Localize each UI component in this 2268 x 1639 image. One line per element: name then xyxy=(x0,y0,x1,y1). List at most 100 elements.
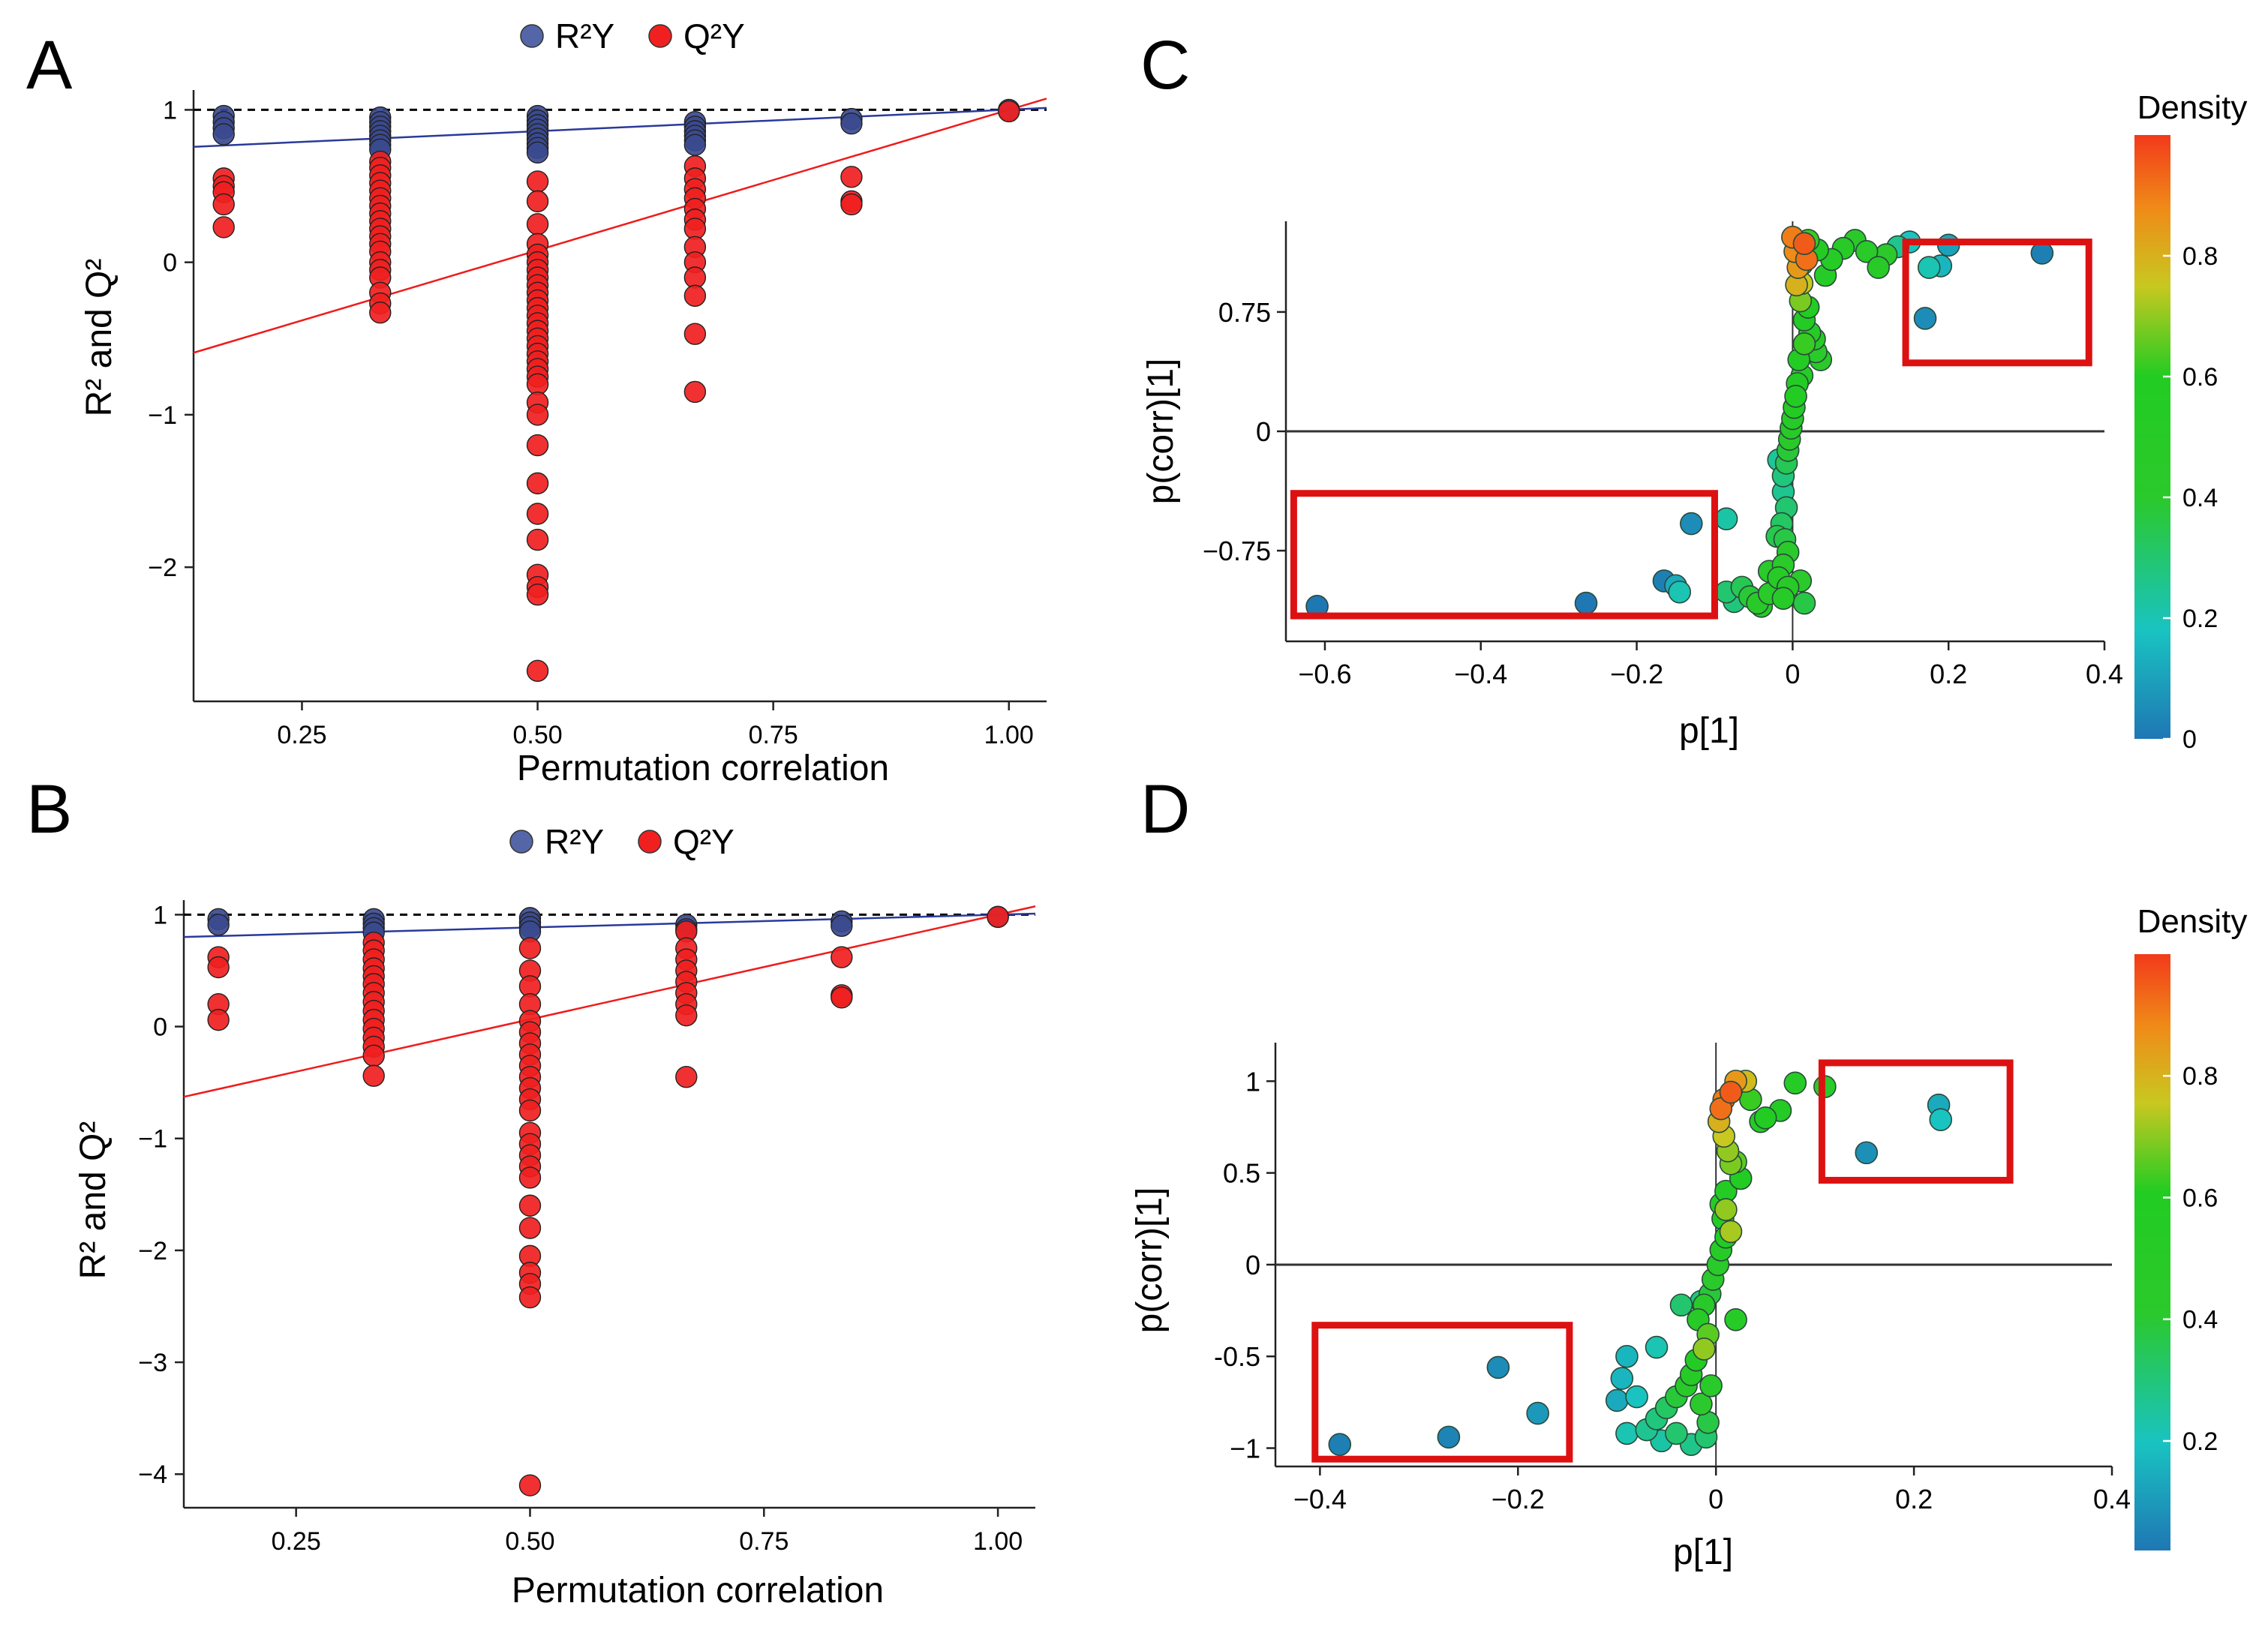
q2y-point xyxy=(212,193,235,216)
variable-point xyxy=(1486,1355,1510,1379)
regression-line-q2y xyxy=(193,98,1047,354)
variable-point xyxy=(1615,1421,1639,1445)
legend-label-q2y: Q²Y xyxy=(683,17,745,56)
q2y-point xyxy=(212,216,235,239)
variable-point xyxy=(1792,332,1816,356)
r2y-point xyxy=(831,914,853,938)
legend: R²Y Q²Y xyxy=(509,822,734,861)
y-axis-ticks: 1 0.5 0 -0.5 −1 xyxy=(1214,1066,1275,1464)
variable-point xyxy=(1615,1344,1639,1368)
q2y-point xyxy=(683,380,707,404)
q2y-point xyxy=(526,503,549,525)
regression-line-r2y xyxy=(193,107,1047,149)
q2y-point xyxy=(518,1286,542,1309)
y-tick-label: 0 xyxy=(1245,1250,1260,1280)
q2y-point xyxy=(526,659,549,683)
zero-lines xyxy=(1286,221,2104,641)
x-tick-label: 0 xyxy=(1785,659,1800,689)
colorbar-title: Density xyxy=(2137,903,2248,940)
panel-letter-d: D xyxy=(1140,771,1190,848)
x-tick-label: 0.25 xyxy=(277,721,326,749)
q2y-point xyxy=(362,1044,385,1067)
variable-point xyxy=(1574,591,1598,615)
q2y-point xyxy=(207,956,230,979)
q2y-point xyxy=(526,584,549,606)
regression-line-r2y xyxy=(183,912,1036,938)
y-tick-label: 1 xyxy=(1245,1066,1260,1097)
q2y-point xyxy=(987,905,1009,929)
x-axis-label: p[1] xyxy=(1673,1532,1733,1572)
x-tick-label: 0.2 xyxy=(1930,659,1967,689)
legend-marker-r2y xyxy=(520,24,544,48)
q2y-point xyxy=(526,472,549,495)
colorbar-tick-label: 0.8 xyxy=(2182,1062,2218,1091)
regression-lines xyxy=(193,98,1047,354)
q2y-point xyxy=(675,1004,698,1027)
variable-point xyxy=(1668,580,1692,604)
q2y-point xyxy=(831,986,853,1009)
q2y-point xyxy=(518,1474,542,1496)
permutation-plot-b: R²Y Q²Y 0.25 0.50 0.75 1.00 1 0 −1 −2 −3 −4 Perm… xyxy=(74,822,1036,1610)
variable-point xyxy=(1437,1425,1461,1449)
y-tick-label: −0.75 xyxy=(1203,536,1271,566)
variable-point xyxy=(1724,1308,1747,1331)
x-tick-label: 0.4 xyxy=(2086,659,2123,689)
x-axis-ticks: −0.6 −0.4 −0.2 0 0.2 0.4 xyxy=(1298,641,2123,689)
x-axis-label: p[1] xyxy=(1679,711,1739,751)
variable-point xyxy=(1610,1367,1634,1390)
q2y-point xyxy=(683,284,707,308)
q2y-point xyxy=(998,100,1020,123)
regression-line-q2y xyxy=(183,905,1036,1098)
y-tick-label: −2 xyxy=(138,1237,167,1265)
x-tick-label: −0.2 xyxy=(1610,659,1663,689)
y-tick-label: −3 xyxy=(138,1349,167,1377)
x-axis-ticks: 0.25 0.50 0.75 1.00 xyxy=(277,701,1034,749)
variable-point xyxy=(1855,240,1879,263)
q2y-point xyxy=(518,1194,542,1217)
y-tick-label: −1 xyxy=(148,401,177,430)
q2y-point xyxy=(840,166,863,188)
legend-marker-q2y xyxy=(638,830,662,854)
variable-point xyxy=(1680,512,1703,536)
colorbar-tick-label: 0.4 xyxy=(2182,484,2218,512)
legend-label-r2y: R²Y xyxy=(545,822,604,861)
data-points xyxy=(1305,225,2054,618)
q2y-point xyxy=(518,1099,542,1122)
y-axis-ticks: 0.75 0 −0.75 xyxy=(1203,297,1286,566)
variable-point xyxy=(2030,242,2054,265)
q2y-point xyxy=(526,434,549,457)
r2y-point xyxy=(683,134,707,156)
variable-point xyxy=(1699,1374,1723,1397)
colorbar: Density 0.8 0.6 0.4 0.2 0 xyxy=(2134,89,2247,754)
colorbar-tick-label: 0.8 xyxy=(2182,242,2218,271)
variable-point xyxy=(1783,1071,1807,1095)
q2y-point xyxy=(675,1065,698,1088)
variable-point xyxy=(1625,1385,1648,1409)
y-tick-label: −1 xyxy=(138,1125,167,1154)
panel-letter-c: C xyxy=(1140,27,1190,104)
y-axis-label: p(corr)[1] xyxy=(1141,359,1181,505)
x-tick-label: 0.4 xyxy=(2093,1484,2131,1514)
variable-point xyxy=(1771,587,1795,611)
x-tick-label: 1.00 xyxy=(984,721,1034,749)
highlight-box xyxy=(1818,1059,2014,1184)
variable-point xyxy=(1784,385,1807,408)
variable-point xyxy=(1714,1198,1738,1221)
q2y-point xyxy=(369,302,392,324)
colorbar-gradient xyxy=(2134,954,2170,1550)
r2y-point xyxy=(212,123,235,146)
variable-point xyxy=(1913,307,1937,330)
colorbar-tick-label: 0.4 xyxy=(2182,1306,2218,1334)
variable-point xyxy=(1753,1106,1777,1130)
y-tick-label: 0 xyxy=(153,1013,167,1042)
q2y-point xyxy=(518,937,542,959)
y-tick-label: 0 xyxy=(163,249,177,278)
colorbar-ticks: 0.8 0.6 0.4 0.2 0 xyxy=(2163,242,2218,754)
x-tick-label: 0.50 xyxy=(505,1527,554,1556)
r2y-point xyxy=(207,914,230,936)
legend-marker-r2y xyxy=(509,830,533,854)
x-tick-label: −0.6 xyxy=(1298,659,1351,689)
data-points xyxy=(212,98,1020,683)
y-tick-label: 0 xyxy=(1256,416,1271,447)
